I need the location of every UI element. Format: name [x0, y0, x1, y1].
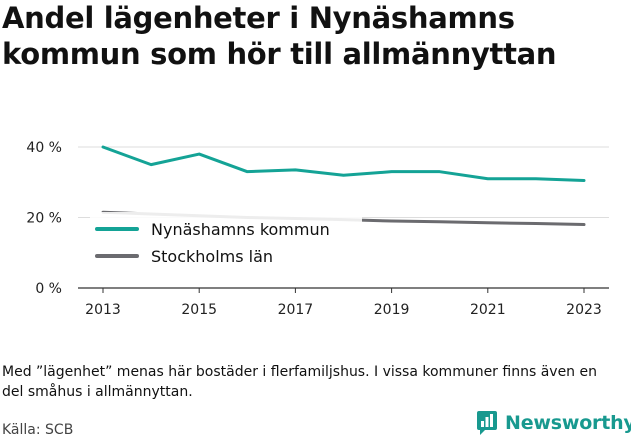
brand-name: Newsworthy	[505, 412, 631, 434]
line-chart: 0 % 20 % 40 % 2013 2015 2017 2019 2021 2023 Nyn…	[26, 140, 609, 318]
source-label: Källa: SCB	[2, 422, 74, 438]
legend-background	[90, 212, 362, 272]
y-tick-label: 40 %	[26, 140, 62, 156]
legend-label: Nynäshamns kommun	[151, 220, 330, 239]
x-tick-label: 2021	[470, 302, 506, 318]
y-tick-label: 0 %	[35, 281, 62, 297]
y-axis-labels: 0 % 20 % 40 %	[26, 140, 62, 297]
grid-lines	[78, 146, 609, 218]
x-tick-label: 2015	[181, 302, 217, 318]
chart-title: Andel lägenheter i Nynäshamns kommun som…	[2, 1, 557, 71]
newsworthy-logo-icon	[477, 411, 497, 435]
newsworthy-logo[interactable]: Newsworthy	[476, 408, 631, 438]
legend-label: Stockholms län	[151, 247, 273, 266]
legend: Nynäshamns kommun Stockholms län	[90, 212, 362, 272]
x-tick-label: 2023	[566, 302, 602, 318]
x-tick-label: 2013	[85, 302, 121, 318]
y-tick-label: 20 %	[26, 211, 62, 227]
x-axis: 2013 2015 2017 2019 2021 2023	[78, 287, 609, 318]
series-line-nyn-shamns-kommun	[101, 145, 586, 182]
footnote: Med ”lägenhet” menas här bostäder i fler…	[2, 364, 597, 400]
x-tick-label: 2017	[278, 302, 314, 318]
x-tick-label: 2019	[374, 302, 410, 318]
